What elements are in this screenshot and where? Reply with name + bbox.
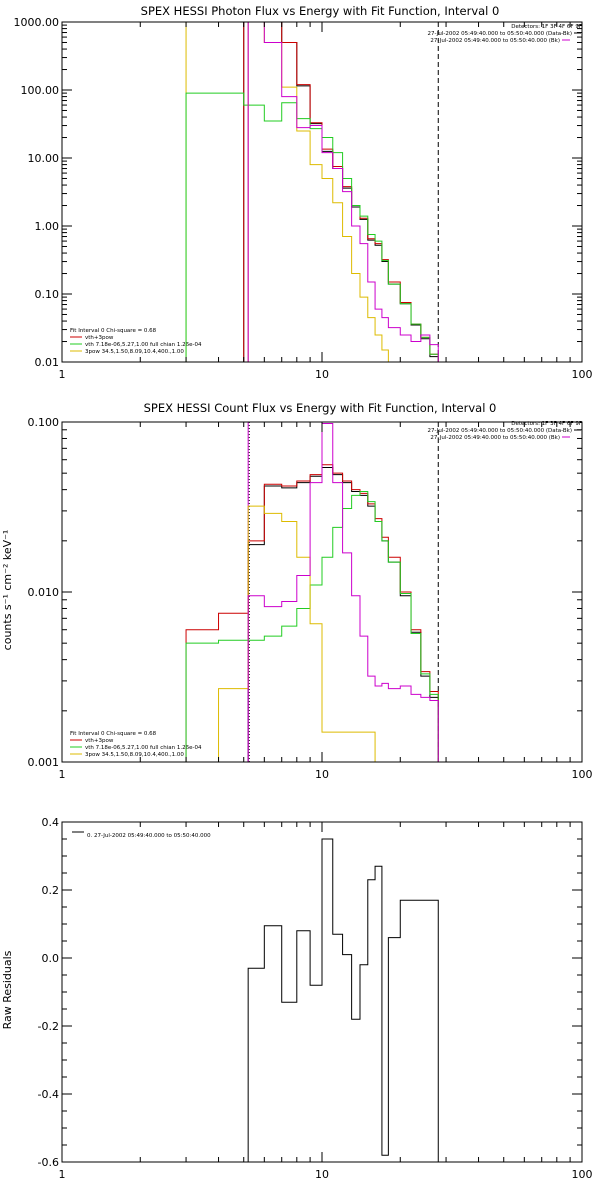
x-tick-label: 100 <box>572 1168 593 1181</box>
series-line-4 <box>247 422 439 762</box>
x-tick-label: 10 <box>315 368 329 381</box>
series-line-0 <box>247 466 439 762</box>
y-tick-label: -0.4 <box>38 1088 59 1101</box>
residuals-y-axis-label: Raw Residuals <box>1 950 14 1029</box>
count-header-line: Detectors: 1F 3F 4F 6F 9F <box>511 421 582 427</box>
series-line-4 <box>247 22 439 362</box>
series-line-2 <box>185 92 439 362</box>
x-tick-label: 10 <box>315 768 329 781</box>
y-tick-label: 0.001 <box>28 756 60 769</box>
series-line-1 <box>185 464 439 762</box>
x-tick-label: 1 <box>59 1168 66 1181</box>
photon-flux-panel: SPEX HESSI Photon Flux vs Energy with Fi… <box>14 4 593 381</box>
photon-legend-3pow-label: 3pow 34.5,1.50,8.09,10.4,400.,1.00 <box>85 349 184 355</box>
photon-header-line: 27-Jul-2002 05:49:40.000 to 05:50:40.000… <box>430 38 560 44</box>
photon-header-lines: Detectors: 1F 3F 4F 6F 9F 27-Jul-2002 05… <box>428 24 583 44</box>
y-tick-label: -0.6 <box>38 1156 59 1169</box>
photon-legend-vth-label: vth 7.18e-06,5.27,1.00 full chian 1.26e-… <box>85 342 202 348</box>
series-line-2 <box>185 491 439 762</box>
residuals-legend-label: 0. 27-Jul-2002 05:49:40.000 to 05:50:40.… <box>87 833 211 839</box>
x-tick-label: 100 <box>572 768 593 781</box>
x-tick-label: 1 <box>59 768 66 781</box>
count-header-line: 27-Jul-2002 05:49:40.000 to 05:50:40.000… <box>428 428 573 434</box>
series-line-3 <box>186 22 389 362</box>
plot-area <box>247 838 439 1162</box>
photon-header-line: 27-Jul-2002 05:49:40.000 to 05:50:40.000… <box>428 31 573 37</box>
count-header-line: 27-Jul-2002 05:49:40.000 to 05:50:40.000… <box>430 435 560 441</box>
y-tick-label: 100.00 <box>21 84 60 97</box>
count-legend-fit-line: Fit Interval 0 Chi-square = 0.68 <box>70 731 157 737</box>
residuals-panel: Raw Residuals 0. 27-Jul-2002 05:49:40.00… <box>1 816 593 1181</box>
y-tick-label: 0.2 <box>42 884 60 897</box>
y-tick-label: 0.010 <box>28 586 60 599</box>
series-line-3 <box>218 505 376 762</box>
y-tick-label: 0.10 <box>35 288 60 301</box>
plot-area <box>185 422 439 762</box>
count-legend-vth-label: vth 7.18e-06,5.27,1.00 full chian 1.26e-… <box>85 745 202 751</box>
photon-legend-vth3pow-label: vth+3pow <box>85 335 114 341</box>
y-tick-label: 0.100 <box>28 416 60 429</box>
series-line-0 <box>243 22 439 362</box>
count-flux-panel: SPEX HESSI Count Flux vs Energy with Fit… <box>1 401 593 781</box>
photon-legend: Fit Interval 0 Chi-square = 0.68 vth+3po… <box>70 328 202 355</box>
count-header-lines: Detectors: 1F 3F 4F 6F 9F 27-Jul-2002 05… <box>428 421 583 441</box>
photon-chart-title: SPEX HESSI Photon Flux vs Energy with Fi… <box>141 4 500 18</box>
x-tick-label: 1 <box>59 368 66 381</box>
y-tick-label: 0.0 <box>42 952 60 965</box>
series-line-0 <box>247 838 439 1162</box>
y-tick-label: 10.00 <box>28 152 60 165</box>
x-tick-label: 100 <box>572 368 593 381</box>
photon-legend-fit-line: Fit Interval 0 Chi-square = 0.68 <box>70 328 157 334</box>
count-chart-title: SPEX HESSI Count Flux vs Energy with Fit… <box>144 401 497 415</box>
photon-header-line: Detectors: 1F 3F 4F 6F 9F <box>511 24 582 30</box>
x-tick-label: 10 <box>315 1168 329 1181</box>
count-legend-vth3pow-label: vth+3pow <box>85 738 114 744</box>
count-legend-3pow-label: 3pow 34.5,1.50,8.09,10.4,400.,1.00 <box>85 752 184 758</box>
count-y-axis-label: counts s⁻¹ cm⁻² keV⁻¹ <box>1 530 14 651</box>
y-tick-label: -0.2 <box>38 1020 59 1033</box>
series-line-1 <box>243 22 439 362</box>
plot-frame <box>61 21 583 363</box>
y-tick-label: 0.4 <box>42 816 60 829</box>
y-tick-label: 0.01 <box>35 356 60 369</box>
y-tick-label: 1000.00 <box>14 16 60 29</box>
y-tick-label: 1.00 <box>35 220 60 233</box>
plot-area <box>185 22 439 362</box>
count-legend: Fit Interval 0 Chi-square = 0.68 vth+3po… <box>70 731 202 758</box>
